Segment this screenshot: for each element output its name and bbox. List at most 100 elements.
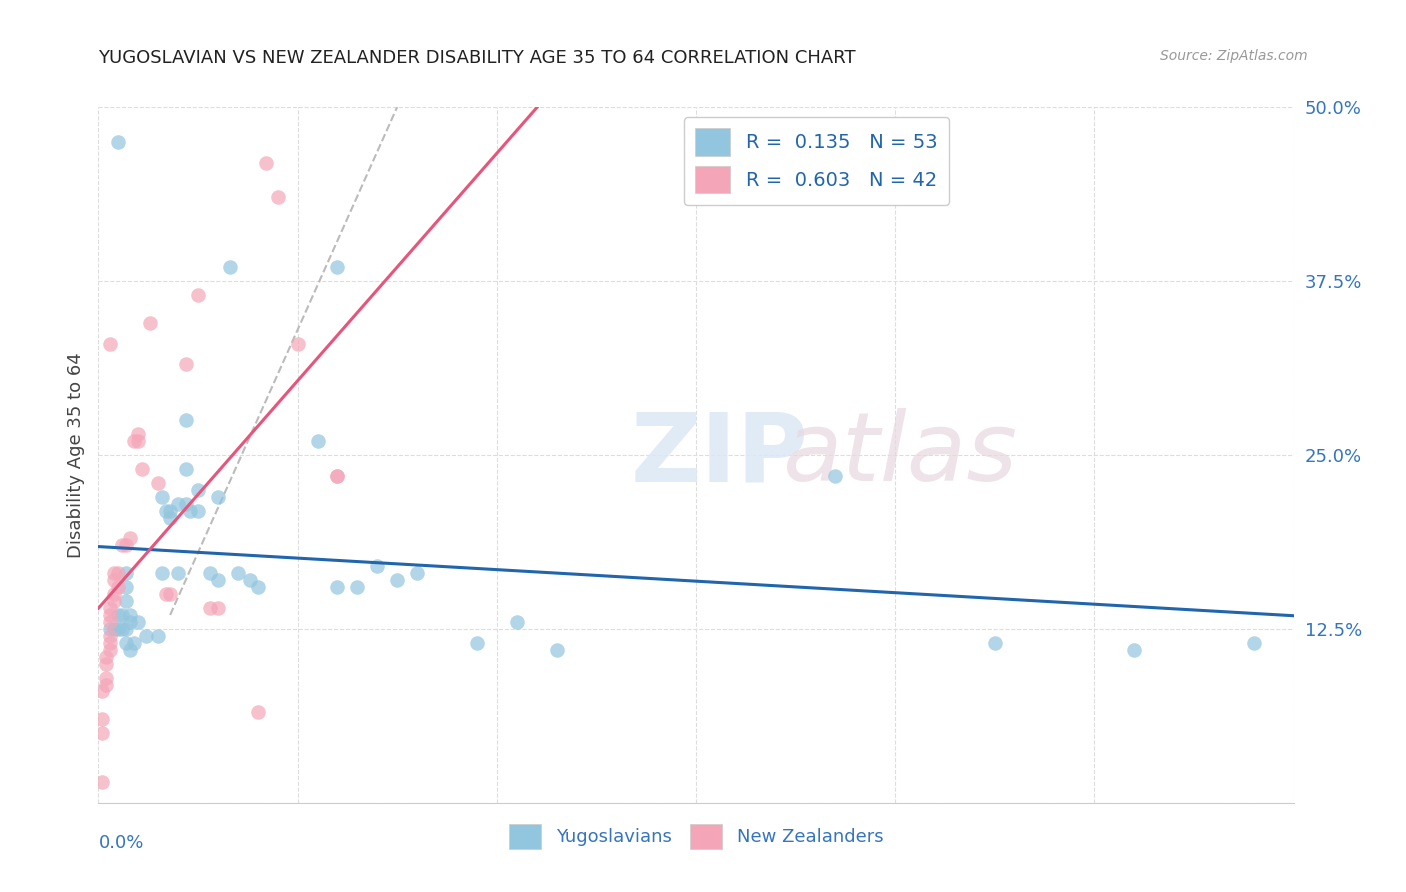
Point — [159, 503, 181, 517]
Point — [546, 642, 568, 657]
Point — [1123, 642, 1146, 657]
Text: YUGOSLAVIAN VS NEW ZEALANDER DISABILITY AGE 35 TO 64 CORRELATION CHART: YUGOSLAVIAN VS NEW ZEALANDER DISABILITY … — [98, 49, 856, 67]
Point — [98, 336, 122, 351]
Y-axis label: Disability Age 35 to 64: Disability Age 35 to 64 — [66, 352, 84, 558]
Point — [150, 490, 173, 504]
Point — [103, 622, 125, 636]
Point — [167, 566, 190, 581]
Point — [207, 490, 229, 504]
Point — [246, 580, 269, 594]
Point — [115, 566, 138, 581]
Point — [127, 434, 149, 448]
Point — [135, 629, 157, 643]
Point — [111, 622, 134, 636]
Point — [207, 601, 229, 615]
Point — [107, 607, 129, 622]
Point — [219, 260, 242, 274]
Point — [115, 636, 138, 650]
Point — [91, 726, 114, 740]
Point — [1243, 636, 1265, 650]
Point — [115, 594, 138, 608]
Point — [127, 615, 149, 629]
Point — [167, 497, 190, 511]
Point — [366, 559, 388, 574]
Point — [148, 475, 170, 490]
Point — [103, 594, 125, 608]
Point — [506, 615, 529, 629]
Point — [179, 503, 201, 517]
Point — [98, 636, 122, 650]
Point — [385, 573, 409, 587]
Point — [98, 615, 122, 629]
Point — [984, 636, 1007, 650]
Point — [239, 573, 262, 587]
Point — [120, 532, 142, 546]
Point — [159, 510, 181, 524]
Point — [111, 538, 134, 552]
Point — [115, 622, 138, 636]
Point — [150, 566, 173, 581]
Point — [326, 468, 349, 483]
Point — [267, 190, 290, 204]
Point — [103, 573, 125, 587]
Point — [98, 629, 122, 643]
Point — [326, 260, 349, 274]
Point — [131, 462, 153, 476]
Point — [246, 706, 269, 720]
Point — [824, 468, 846, 483]
Point — [96, 671, 118, 685]
Point — [124, 636, 146, 650]
Point — [115, 538, 138, 552]
Point — [326, 580, 349, 594]
Point — [187, 483, 209, 497]
Text: Source: ZipAtlas.com: Source: ZipAtlas.com — [1160, 49, 1308, 63]
Point — [98, 622, 122, 636]
Point — [406, 566, 429, 581]
Point — [207, 573, 229, 587]
Point — [96, 657, 118, 671]
Point — [107, 135, 129, 149]
Point — [187, 503, 209, 517]
Point — [346, 580, 368, 594]
Point — [198, 566, 221, 581]
Point — [287, 336, 309, 351]
Point — [103, 566, 125, 581]
Point — [120, 615, 142, 629]
Point — [103, 587, 125, 601]
Point — [187, 288, 209, 302]
Point — [107, 566, 129, 581]
Point — [465, 636, 488, 650]
Text: atlas: atlas — [782, 409, 1017, 501]
Point — [111, 607, 134, 622]
Point — [91, 712, 114, 726]
Text: 0.0%: 0.0% — [98, 834, 143, 852]
Point — [91, 684, 114, 698]
Point — [174, 413, 197, 427]
Point — [155, 503, 177, 517]
Point — [120, 642, 142, 657]
Point — [96, 649, 118, 664]
Point — [226, 566, 249, 581]
Point — [98, 607, 122, 622]
Point — [127, 427, 149, 442]
Point — [124, 434, 146, 448]
Point — [107, 622, 129, 636]
Point — [174, 358, 197, 372]
Point — [198, 601, 221, 615]
Point — [155, 587, 177, 601]
Point — [91, 775, 114, 789]
Point — [107, 580, 129, 594]
Point — [148, 629, 170, 643]
Point — [139, 316, 162, 330]
Text: ZIP: ZIP — [631, 409, 808, 501]
Point — [159, 587, 181, 601]
Point — [98, 601, 122, 615]
Point — [96, 677, 118, 691]
Point — [98, 642, 122, 657]
Point — [326, 468, 349, 483]
Legend: Yugoslavians, New Zealanders: Yugoslavians, New Zealanders — [502, 816, 890, 856]
Point — [307, 434, 329, 448]
Point — [254, 155, 277, 169]
Point — [174, 462, 197, 476]
Point — [115, 580, 138, 594]
